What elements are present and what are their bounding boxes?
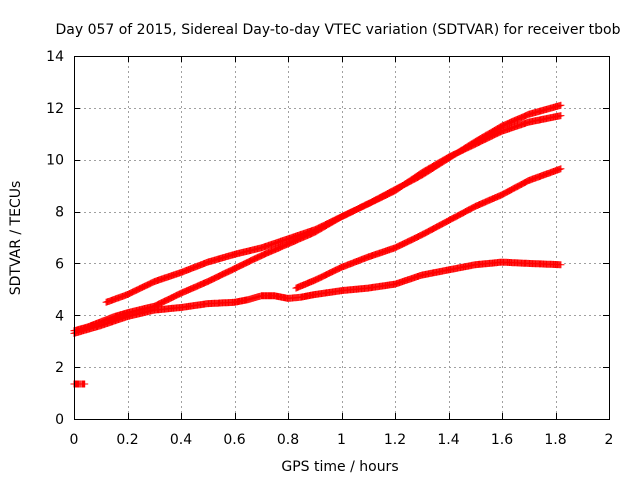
x-tick-label: 0.6: [223, 432, 245, 448]
series-track-a: [70, 112, 565, 335]
x-tick-label: 0.2: [116, 432, 138, 448]
chart-title: Day 057 of 2015, Sidereal Day-to-day VTE…: [55, 22, 620, 38]
plus-marker-path: [70, 258, 565, 337]
y-tick-label: 4: [55, 308, 64, 324]
x-tick-label: 1.8: [544, 432, 566, 448]
axis-ticks: 0 0.2 0.4 0.6 0.8 1 1.2 1.4 1.6 1.8 2 0 2 4 6 8 10 12 14: [46, 49, 613, 448]
y-tick-label: 8: [55, 205, 64, 221]
plot-frame: [74, 56, 610, 420]
y-tick-label: 2: [55, 360, 64, 376]
y-tick-label: 14: [46, 49, 64, 65]
series-track-d: [292, 165, 565, 292]
x-tick-label: 1.2: [384, 432, 406, 448]
plus-marker-path: [102, 101, 565, 306]
x-tick-label: 1.4: [437, 432, 459, 448]
y-tick-label: 10: [46, 153, 64, 169]
series-track-e: [70, 380, 89, 388]
plus-marker-path: [70, 380, 89, 388]
y-tick-label: 12: [46, 101, 64, 117]
y-tick-label: 0: [55, 412, 64, 428]
data-marks: [70, 101, 565, 388]
x-tick-label: 1.6: [491, 432, 513, 448]
x-tick-label: 0.4: [170, 432, 192, 448]
x-tick-label: 2: [605, 432, 614, 448]
grid: [74, 56, 609, 419]
series-track-b: [70, 258, 565, 337]
x-tick-label: 1: [337, 432, 346, 448]
y-tick-label: 6: [55, 256, 64, 272]
x-tick-label: 0: [70, 432, 79, 448]
x-tick-label: 0.8: [277, 432, 299, 448]
x-axis-label: GPS time / hours: [281, 459, 398, 475]
series-track-c: [102, 101, 565, 306]
plus-marker-path: [292, 165, 565, 292]
y-axis-label: SDTVAR / TECUs: [8, 181, 24, 296]
plus-marker-path: [70, 112, 565, 335]
